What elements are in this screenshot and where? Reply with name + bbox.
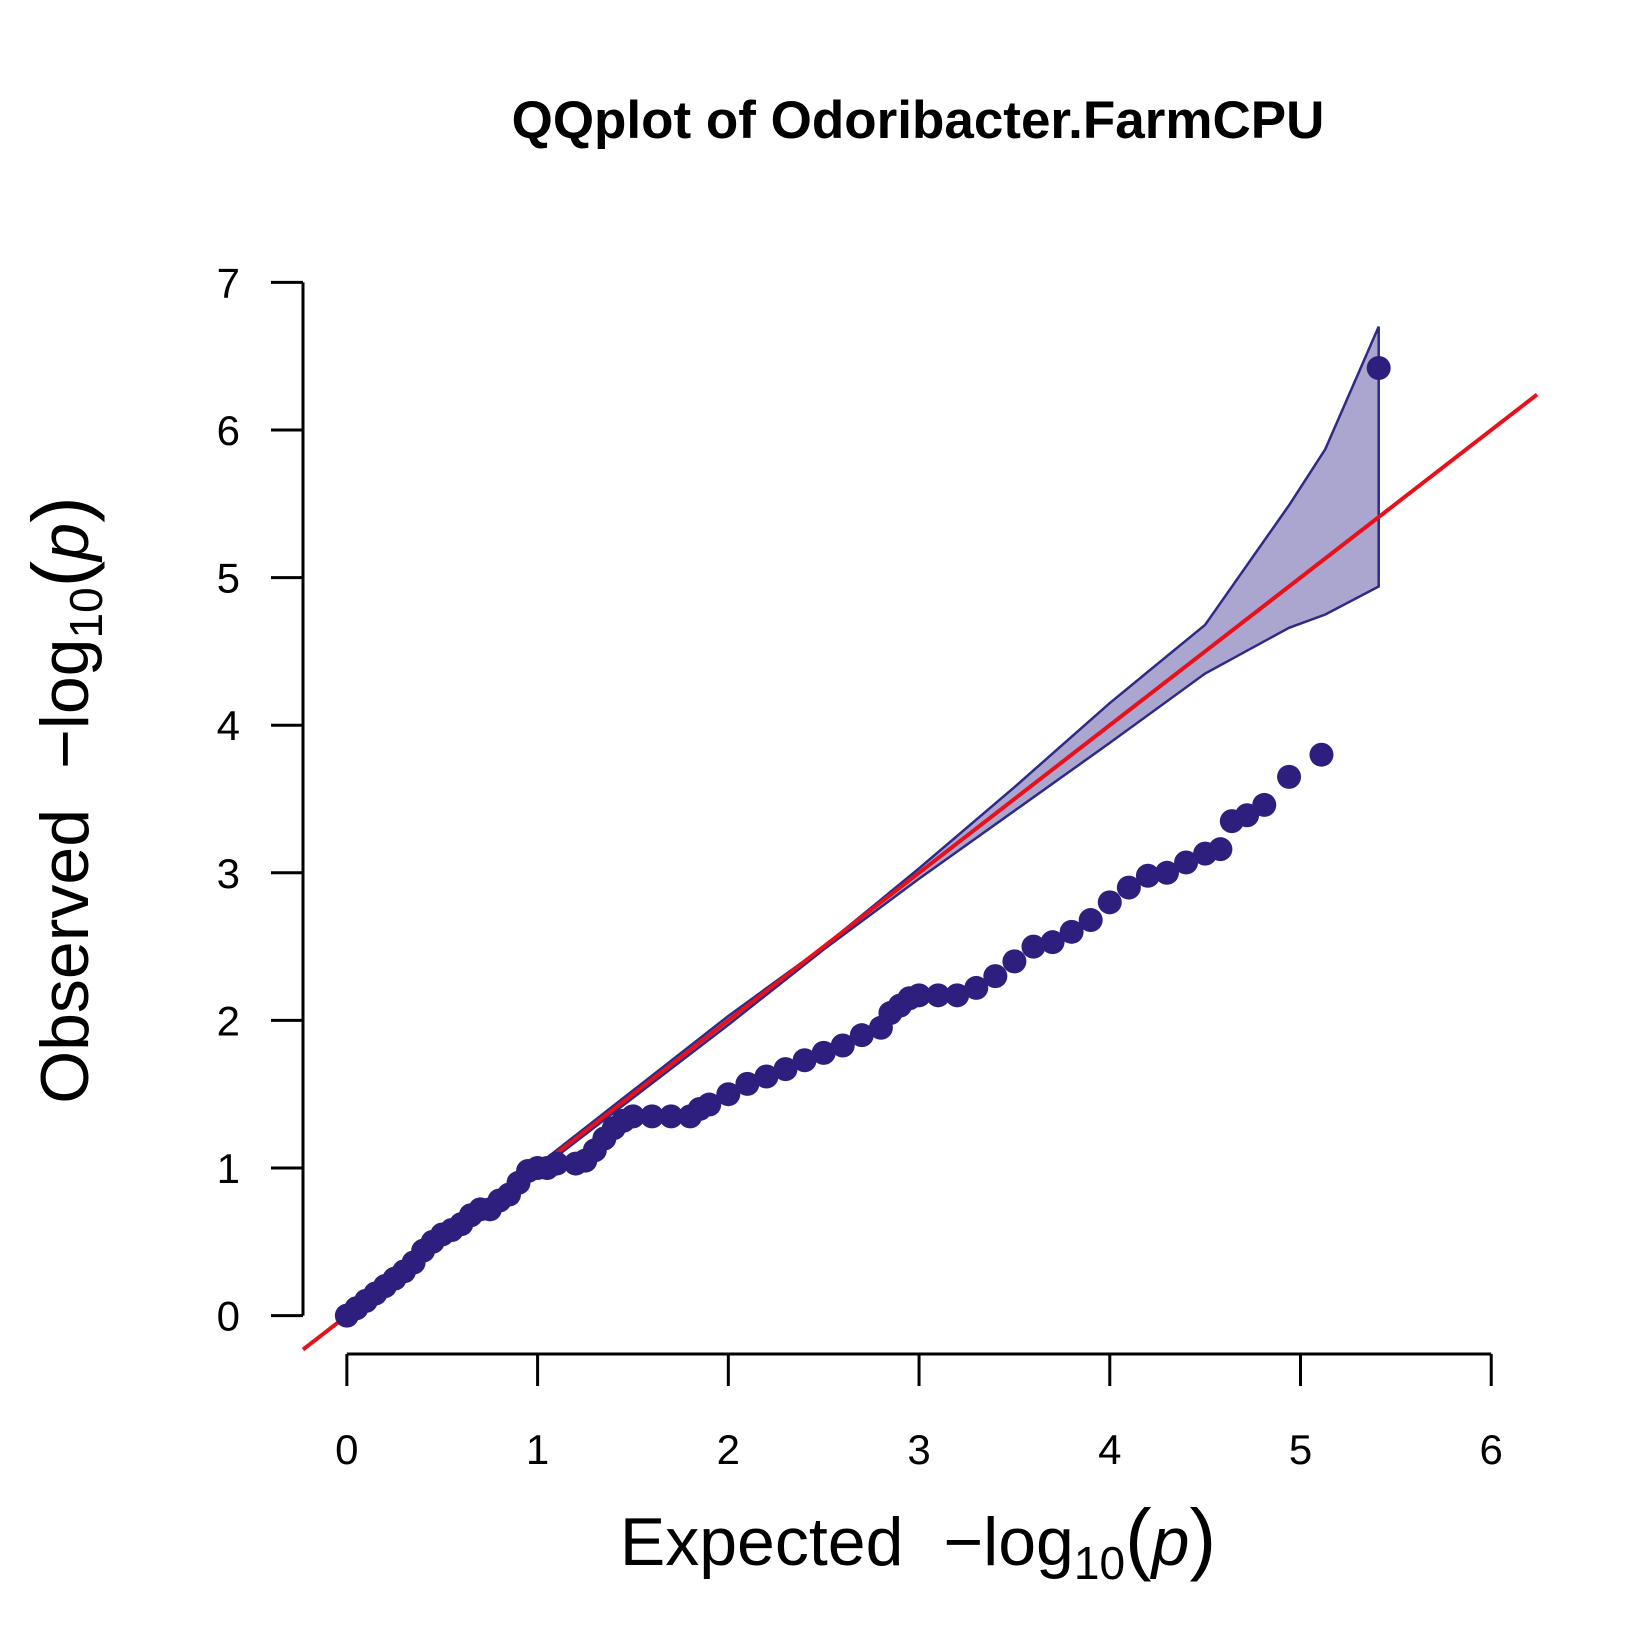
point: [1252, 792, 1277, 817]
y-axis-label: Observed −log10(p): [16, 496, 112, 1104]
y-tick-label: 3: [217, 850, 240, 897]
point: [1078, 908, 1103, 933]
label-part: (: [16, 560, 105, 587]
point: [1174, 850, 1199, 875]
x-tick-label: 1: [526, 1426, 549, 1473]
label-part: p: [1150, 1504, 1190, 1580]
point: [1154, 860, 1179, 885]
label-part: Observed: [27, 809, 103, 1104]
point: [964, 975, 989, 1000]
label-part: Expected: [620, 1504, 904, 1580]
y-tick-label: 4: [217, 702, 240, 749]
label-part: (: [1125, 1493, 1152, 1582]
point: [1208, 837, 1233, 862]
point: [620, 1104, 645, 1129]
label-part: p: [27, 523, 103, 563]
y-tick-label: 6: [217, 407, 240, 454]
point: [1002, 949, 1027, 974]
point: [849, 1023, 874, 1048]
label-part: −log: [27, 639, 103, 769]
point: [945, 983, 970, 1008]
point: [1116, 875, 1141, 900]
point: [1040, 930, 1065, 955]
point: [1059, 919, 1084, 944]
x-axis-label: Expected −log10(p): [620, 1493, 1216, 1589]
point: [1135, 863, 1160, 888]
label-part: ): [16, 496, 105, 523]
point: [926, 983, 951, 1008]
point: [659, 1104, 684, 1129]
point: [716, 1082, 741, 1107]
x-tick-label: 4: [1098, 1426, 1121, 1473]
chart-title: QQplot of Odoribacter.FarmCPU: [512, 91, 1325, 150]
label-part: −log: [943, 1504, 1073, 1580]
x-tick-label: 5: [1289, 1426, 1312, 1473]
point: [544, 1151, 569, 1176]
x-tick-label: 3: [907, 1426, 930, 1473]
y-tick-label: 0: [217, 1293, 240, 1340]
point: [1277, 764, 1302, 789]
label-part: 10: [1074, 1537, 1125, 1589]
y-tick-label: 7: [217, 259, 240, 306]
label-part: 10: [60, 587, 112, 638]
point: [1309, 742, 1334, 767]
y-tick-label: 1: [217, 1145, 240, 1192]
point: [735, 1071, 760, 1096]
y-tick-label: 5: [217, 555, 240, 602]
point: [811, 1040, 836, 1065]
point: [907, 983, 932, 1008]
point: [830, 1033, 855, 1058]
point: [1021, 934, 1046, 959]
point: [1097, 890, 1122, 915]
point: [697, 1092, 722, 1117]
x-tick-label: 2: [717, 1426, 740, 1473]
point: [983, 964, 1008, 989]
x-tick-label: 6: [1480, 1426, 1503, 1473]
point: [754, 1064, 779, 1089]
point: [1366, 355, 1391, 380]
point: [792, 1048, 817, 1073]
point: [773, 1057, 798, 1082]
point: [640, 1104, 665, 1129]
label-part: ): [1190, 1493, 1217, 1582]
x-tick-label: 0: [335, 1426, 358, 1473]
y-tick-label: 2: [217, 997, 240, 1044]
